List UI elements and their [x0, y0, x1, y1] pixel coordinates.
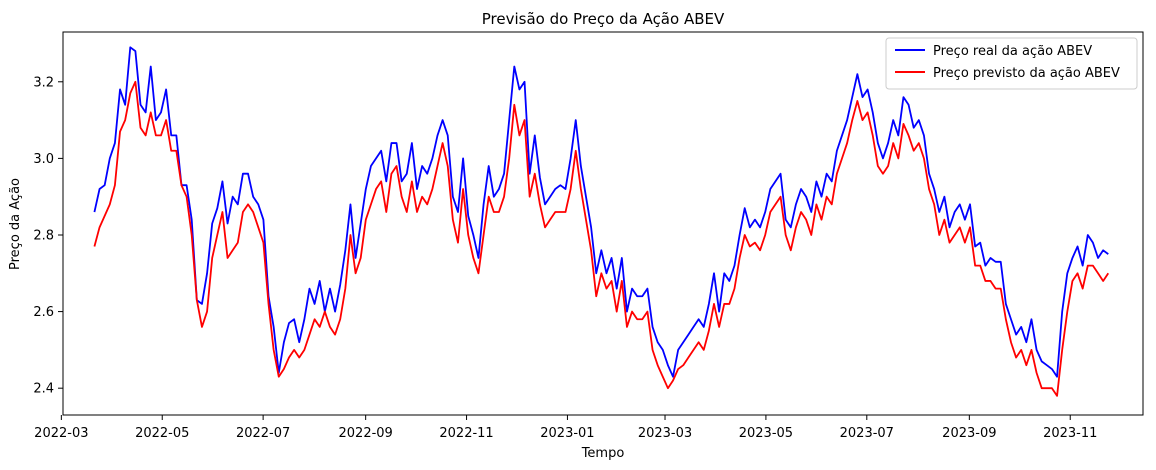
- legend-label-predicted: Preço previsto da ação ABEV: [933, 66, 1120, 81]
- y-tick-label: 3.2: [33, 75, 54, 90]
- x-tick-label: 2022-05: [135, 426, 189, 441]
- x-tick-label: 2023-07: [840, 426, 894, 441]
- series-layer: [93, 46, 1110, 397]
- y-tick-label: 2.6: [33, 305, 54, 320]
- series-line-real: [93, 46, 1109, 378]
- plot-area: [62, 31, 1144, 416]
- plot-frame: [62, 31, 1144, 416]
- x-tick-label: 2023-03: [638, 426, 692, 441]
- x-tick-label: 2022-07: [236, 426, 290, 441]
- x-axis-label: Tempo: [581, 446, 625, 461]
- x-tick-label: 2023-01: [540, 426, 594, 441]
- x-tick-label: 2022-03: [34, 426, 88, 441]
- chart-title: Previsão do Preço da Ação ABEV: [482, 10, 725, 28]
- legend: Preço real da ação ABEV Preço previsto d…: [885, 37, 1138, 90]
- y-tick-label: 2.4: [33, 382, 54, 397]
- y-tick-label: 3.0: [33, 152, 54, 167]
- x-tick-label: 2023-05: [739, 426, 793, 441]
- y-tick-label: 2.8: [33, 228, 54, 243]
- y-axis-label: Preço da Ação: [8, 178, 23, 270]
- x-tick-label: 2023-11: [1043, 426, 1097, 441]
- x-tick-label: 2023-09: [942, 426, 996, 441]
- x-tick-label: 2022-11: [439, 426, 493, 441]
- series-line-predicted: [93, 80, 1110, 397]
- legend-frame: [885, 37, 1138, 90]
- x-axis: 2022-03 2022-05 2022-07 2022-09 2022-11 2023-…: [34, 415, 1097, 441]
- legend-label-real: Preço real da ação ABEV: [933, 44, 1092, 59]
- x-tick-label: 2022-09: [339, 426, 393, 441]
- y-axis: 2.4 2.6 2.8 3.0 3.2: [33, 75, 63, 397]
